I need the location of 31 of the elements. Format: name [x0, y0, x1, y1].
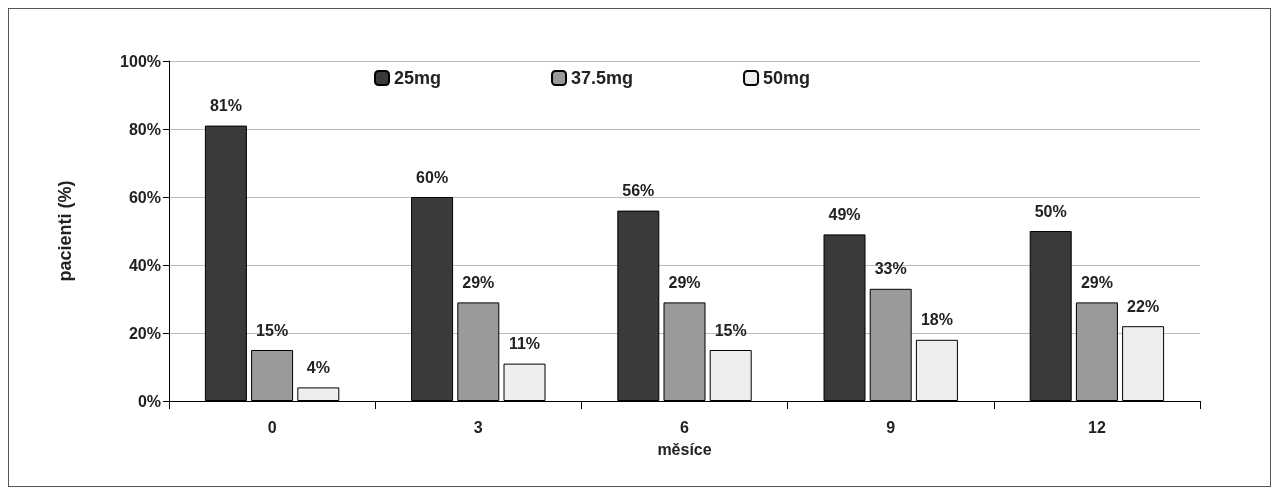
data-label: 22% — [1127, 297, 1160, 315]
y-axis-title: pacienti (%) — [55, 180, 75, 282]
x-tick-label: 3 — [473, 418, 483, 436]
data-label: 29% — [1080, 273, 1113, 291]
data-label: 56% — [622, 182, 655, 200]
data-label: 50% — [1034, 202, 1067, 220]
x-tick-label: 0 — [267, 418, 277, 436]
legend-label: 37.5mg — [571, 68, 634, 88]
data-label: 60% — [416, 168, 449, 186]
x-axis-title: měsíce — [657, 440, 712, 458]
data-label: 81% — [209, 97, 242, 115]
x-tick-label: 12 — [1088, 418, 1106, 436]
data-label: 29% — [462, 273, 495, 291]
data-label: 33% — [874, 260, 907, 278]
data-label: 29% — [668, 273, 701, 291]
y-tick-label: 80% — [128, 120, 161, 138]
y-tick-label: 0% — [137, 392, 161, 410]
data-label: 18% — [920, 311, 953, 329]
data-label: 15% — [256, 321, 289, 339]
y-tick-label: 100% — [120, 52, 161, 70]
y-tick-label: 40% — [128, 256, 161, 274]
legend-label: 25mg — [394, 68, 442, 88]
y-tick-label: 20% — [128, 324, 161, 342]
data-label: 11% — [508, 335, 541, 353]
x-tick-label: 6 — [680, 418, 690, 436]
data-label: 49% — [828, 205, 861, 223]
data-label: 4% — [306, 358, 330, 376]
data-label: 15% — [714, 321, 747, 339]
y-tick-label: 60% — [128, 188, 161, 206]
legend-label: 50mg — [763, 68, 811, 88]
x-tick-label: 9 — [886, 418, 896, 436]
